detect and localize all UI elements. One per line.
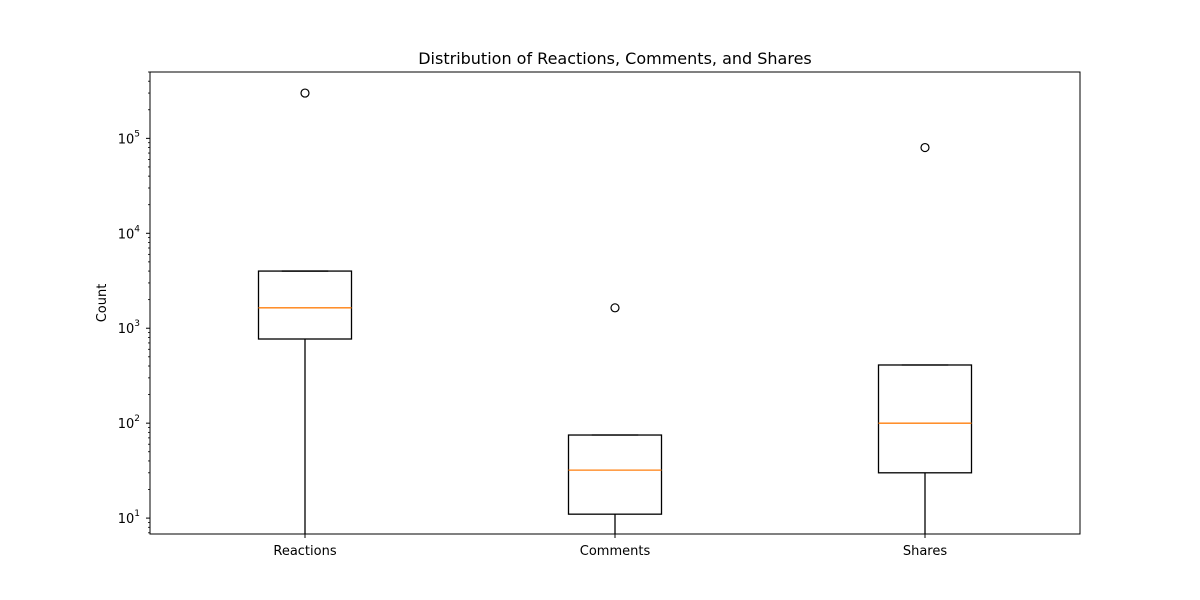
- outlier-point: [610, 303, 620, 313]
- iqr-box: [567, 434, 663, 515]
- box-reactions: [257, 88, 353, 534]
- y-axis: 101 102 103 104 105: [118, 71, 150, 534]
- outlier-point: [300, 88, 310, 98]
- y-axis-label: Count: [95, 284, 110, 323]
- iqr-box: [877, 364, 973, 474]
- plot-area: [257, 88, 973, 534]
- x-tick-label: Shares: [903, 544, 948, 559]
- plot-frame: [149, 71, 1081, 535]
- box-shares: [877, 142, 973, 534]
- y-tick-label: 103: [118, 319, 140, 337]
- iqr-box: [257, 270, 353, 340]
- x-tick-label: Comments: [580, 544, 651, 559]
- y-tick-label: 104: [118, 224, 141, 242]
- y-tick-label: 101: [118, 509, 140, 527]
- outlier-point: [920, 142, 930, 153]
- chart-title: Distribution of Reactions, Comments, and…: [418, 49, 812, 68]
- box-comments: [567, 303, 663, 534]
- x-tick-label: Reactions: [273, 544, 336, 559]
- y-tick-label: 105: [118, 129, 140, 147]
- x-axis: Reactions Comments Shares: [273, 534, 947, 559]
- y-tick-label: 102: [118, 414, 140, 432]
